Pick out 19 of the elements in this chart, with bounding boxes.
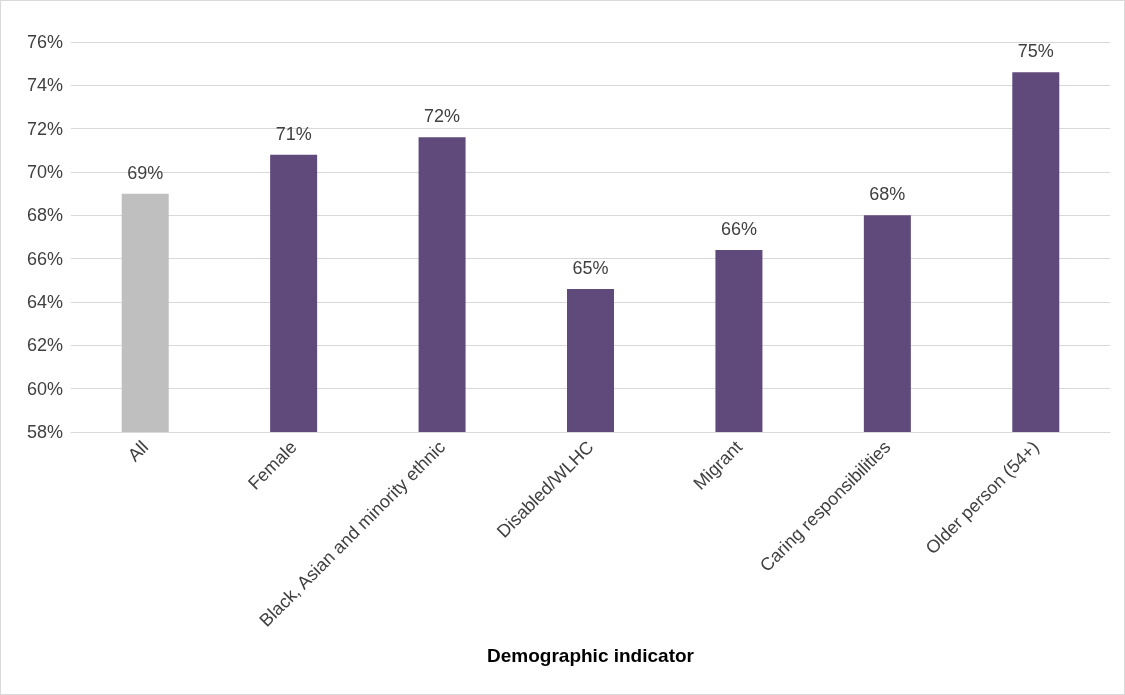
y-tick-label: 70% [26, 162, 63, 182]
data-label: 69% [127, 162, 164, 183]
data-label: 75% [1017, 41, 1054, 62]
y-tick-label: 60% [26, 378, 63, 399]
y-tick-label: 62% [26, 335, 63, 356]
y-tick-label: 72% [26, 118, 63, 139]
y-tick-label: 58% [26, 422, 63, 442]
data-label: 68% [869, 184, 906, 205]
y-tick-label: 68% [26, 205, 63, 226]
y-tick-label: 64% [26, 292, 63, 312]
y-tick-label: 66% [26, 248, 63, 269]
y-tick-label: 76% [26, 32, 63, 52]
data-label: 65% [572, 258, 609, 278]
y-tick-label: 74% [26, 75, 63, 96]
x-axis-title: Demographic indicator [487, 645, 695, 666]
data-label: 71% [275, 123, 312, 144]
x-tick-label: All [124, 436, 153, 466]
data-label: 66% [720, 219, 757, 239]
data-label: 72% [424, 106, 461, 127]
